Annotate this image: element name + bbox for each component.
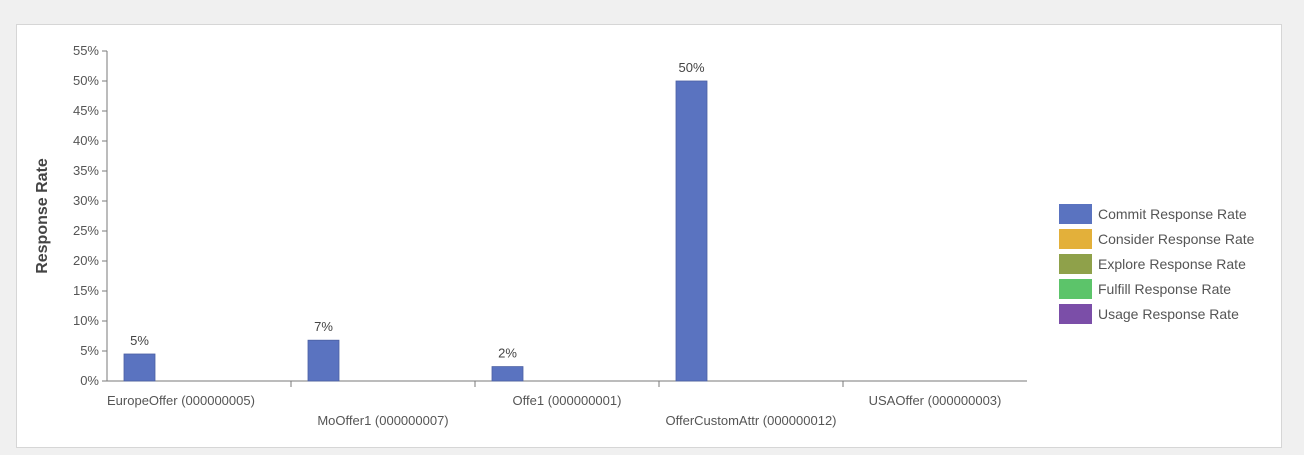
- data-label: 50%: [678, 60, 704, 75]
- y-tick-label: 50%: [73, 73, 99, 88]
- y-tick-label: 30%: [73, 193, 99, 208]
- legend-item-explore: Explore Response Rate: [1059, 251, 1254, 276]
- x-tick-label: MoOffer1 (000000007): [317, 413, 448, 428]
- legend-item-usage: Usage Response Rate: [1059, 301, 1254, 326]
- x-tick-label: OfferCustomAttr (000000012): [665, 413, 836, 428]
- y-tick-label: 55%: [73, 43, 99, 58]
- bar: [307, 339, 340, 382]
- legend-label-usage: Usage Response Rate: [1098, 305, 1239, 322]
- y-tick-label: 20%: [73, 253, 99, 268]
- data-label: 5%: [130, 333, 149, 348]
- data-label: 7%: [314, 319, 333, 334]
- y-tick-label: 5%: [80, 343, 99, 358]
- y-tick-label: 45%: [73, 103, 99, 118]
- chart-panel: 0% 5% 10% 15% 20% 25% 30% 35% 40% 45% 50% 55% Respon…: [16, 24, 1282, 448]
- x-tick-label: USAOffer (000000003): [869, 393, 1002, 408]
- bar: [491, 366, 524, 382]
- legend-label-commit: Commit Response Rate: [1098, 205, 1247, 222]
- legend-label-fulfill: Fulfill Response Rate: [1098, 280, 1232, 297]
- legend-item-fulfill: Fulfill Response Rate: [1059, 276, 1254, 301]
- legend-swatch-consider: [1059, 228, 1092, 249]
- chart-legend: Commit Response Rate Consider Response R…: [1059, 201, 1254, 326]
- legend-label-explore: Explore Response Rate: [1098, 255, 1246, 272]
- y-tick-label: 0%: [80, 373, 99, 388]
- bar-chart: 0% 5% 10% 15% 20% 25% 30% 35% 40% 45% 50% 55% Respon…: [34, 43, 1027, 428]
- legend-swatch-explore: [1059, 253, 1092, 274]
- y-tick-label: 35%: [73, 163, 99, 178]
- y-tick-label: 15%: [73, 283, 99, 298]
- legend-swatch-commit: [1059, 203, 1092, 224]
- legend-item-consider: Consider Response Rate: [1059, 226, 1254, 251]
- bar: [675, 80, 708, 382]
- legend-swatch-fulfill: [1059, 278, 1092, 299]
- y-tick-label: 25%: [73, 223, 99, 238]
- legend-swatch-usage: [1059, 303, 1092, 324]
- y-tick-label: 10%: [73, 313, 99, 328]
- bar: [123, 353, 156, 382]
- legend-item-commit: Commit Response Rate: [1059, 201, 1254, 226]
- legend-label-consider: Consider Response Rate: [1098, 230, 1255, 247]
- x-tick-label: Offe1 (000000001): [513, 393, 622, 408]
- y-axis-title: Response Rate: [34, 158, 51, 274]
- x-tick-label: EuropeOffer (000000005): [107, 393, 255, 408]
- data-label: 2%: [498, 346, 517, 361]
- y-tick-label: 40%: [73, 133, 99, 148]
